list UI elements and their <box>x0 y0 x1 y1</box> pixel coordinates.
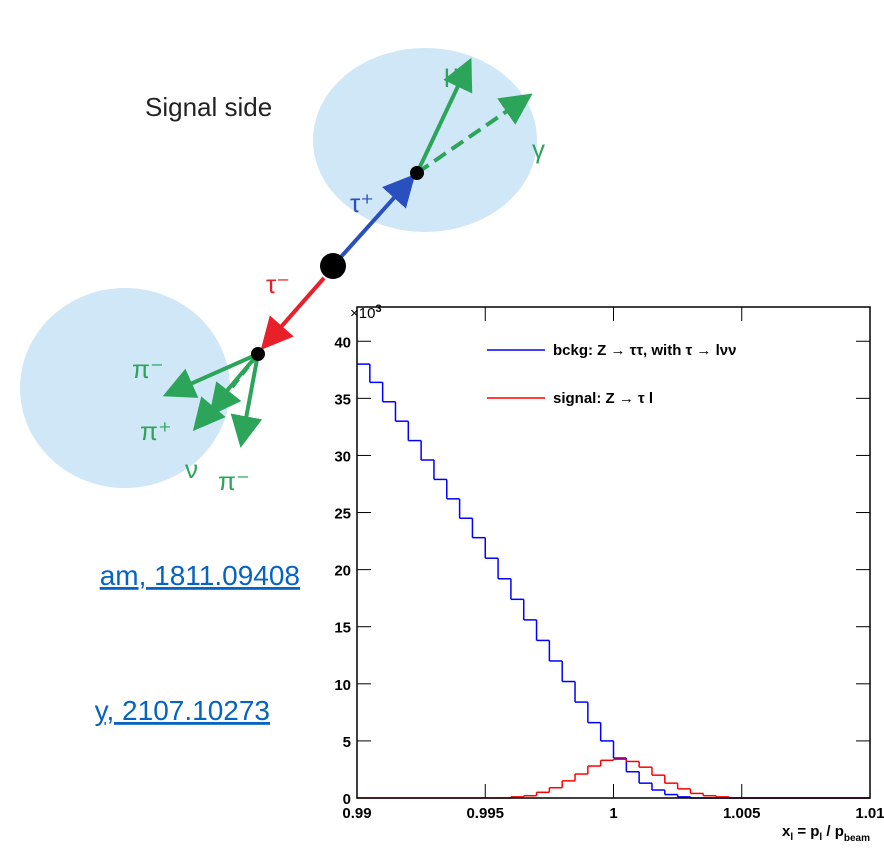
y-tick-label: 20 <box>334 563 351 580</box>
tau-plus-arrow <box>338 174 416 260</box>
x-axis-title: xl = pl / pbeam <box>782 823 870 844</box>
y-tick-label: 10 <box>334 677 351 694</box>
label: ν <box>185 454 198 484</box>
tau-minus-arrow <box>260 276 326 351</box>
y-tick-label: 15 <box>334 620 351 637</box>
y-tick-label: 25 <box>334 506 351 523</box>
label-part: / p <box>822 823 844 840</box>
label: π⁻ <box>218 466 250 496</box>
x-tick-label: 1 <box>609 805 617 822</box>
signal-region <box>313 48 537 232</box>
neutrino-arrow <box>209 352 260 417</box>
label-part: x <box>782 823 791 840</box>
plot-frame <box>356 306 871 799</box>
legend-label: bckg: Z → ττ, with τ → lνν <box>553 342 736 359</box>
label: π⁻ <box>132 354 164 384</box>
y-tick-label: 35 <box>334 391 351 408</box>
tag-region <box>20 288 230 488</box>
link[interactable]: y, 2107.10273 <box>95 695 270 726</box>
label: π⁺ <box>140 416 172 446</box>
histogram-chart: ×103 xl = pl / pbeam 05101520253035400.9… <box>334 303 884 844</box>
multiplier-exponent: 3 <box>375 303 381 315</box>
label: γ <box>532 134 545 164</box>
label-part: l <box>790 832 793 843</box>
label: τ⁻ <box>266 269 290 299</box>
x-tick-label: 0.99 <box>342 805 371 822</box>
x-tick-label: 1.01 <box>855 805 884 822</box>
y-tick-label: 0 <box>343 791 351 808</box>
x-tick-label: 1.005 <box>723 805 761 822</box>
link[interactable]: am, 1811.09408 <box>100 560 300 591</box>
pion-arrow <box>162 352 259 398</box>
vertex <box>320 253 346 279</box>
y-tick-label: 40 <box>334 334 351 351</box>
photon-arrow <box>415 93 533 175</box>
pion-arrow <box>230 353 263 448</box>
label: μ⁺ <box>444 58 473 88</box>
legend-label: signal: Z → τ l <box>553 390 653 407</box>
label-part: = p <box>793 823 819 840</box>
label-part: l <box>819 832 822 843</box>
label-part: beam <box>844 833 870 844</box>
decay-diagram: Signal side μ⁺ γ τ⁺ τ⁻ π⁻ π⁺ ν π⁻ <box>20 48 545 496</box>
label: Signal side <box>145 92 272 122</box>
x-tick-label: 0.995 <box>466 805 504 822</box>
label: τ⁺ <box>350 188 374 218</box>
y-tick-label: 5 <box>343 734 351 751</box>
vertex <box>410 166 424 180</box>
plot-area <box>357 307 870 798</box>
y-tick-label: 30 <box>334 448 351 465</box>
vertex <box>251 347 265 361</box>
muon-arrow <box>415 57 473 174</box>
